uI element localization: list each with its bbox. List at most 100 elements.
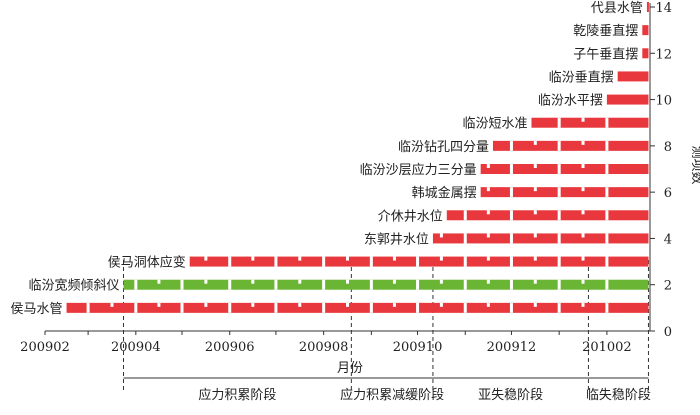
bar-gap (509, 140, 513, 151)
bar-body (642, 25, 649, 36)
bar-label: 乾陵垂直摆 (573, 24, 638, 39)
y-tick-label: 0 (664, 325, 672, 340)
bar-gap (416, 256, 420, 267)
bar-gap (180, 302, 184, 313)
bar-gap (509, 210, 513, 221)
bar-notch (581, 233, 585, 238)
bar-notch (298, 302, 302, 307)
bar-gap (180, 279, 184, 290)
bar-notch (486, 302, 490, 307)
bar-gap (228, 279, 232, 290)
bar-notch (581, 279, 585, 284)
bar-body (480, 164, 649, 174)
bar (480, 187, 649, 198)
bar-label: 东郭井水位 (364, 231, 429, 247)
bar-notch (298, 279, 302, 284)
bar-notch (346, 279, 349, 284)
bar-notch (439, 279, 443, 284)
bar (531, 117, 649, 128)
bar-gap (322, 302, 326, 313)
bar-gap (274, 302, 278, 313)
bar-notch (533, 256, 537, 261)
bar-gap (605, 256, 609, 267)
bar-gap (416, 279, 420, 290)
bar-gap (463, 302, 467, 313)
axes-layer: 200902 200904 200906 200908 200910 200912 2010… (20, 1, 672, 355)
bar-body (432, 233, 649, 244)
bar-notch (533, 187, 537, 192)
x-tick-label: 200902 (20, 340, 70, 355)
bar-notch (486, 187, 490, 192)
bar-gap (557, 256, 561, 267)
bar-body (66, 302, 649, 313)
bar-notch (486, 279, 490, 284)
bar-gap (416, 302, 420, 313)
y-tick-label: 8 (664, 140, 672, 155)
bar-notch (486, 164, 490, 168)
bar-notch (486, 256, 490, 261)
bar-label: 临汾垂直摆 (549, 70, 614, 85)
bar-notch (439, 256, 443, 261)
bar-body (492, 140, 649, 151)
bar-notch (346, 302, 349, 307)
bar-gap (509, 279, 513, 290)
stage-label: 亚失稳阶段 (478, 387, 543, 403)
bar (606, 94, 649, 105)
bar-notch (581, 140, 585, 145)
x-tick-label: 200912 (487, 340, 537, 355)
bar-notch (204, 256, 208, 261)
bar-notch (157, 279, 161, 284)
bar-gap (509, 256, 513, 267)
bar-body (617, 71, 649, 82)
y-tick-label: 4 (664, 232, 672, 247)
bar-gap (557, 117, 561, 128)
bar-gap (134, 302, 138, 313)
bar-notch (251, 302, 255, 307)
bar-body (123, 279, 649, 290)
bar-gap (86, 302, 90, 313)
bar (189, 256, 649, 267)
bar-gap (557, 164, 561, 174)
bar (646, 2, 649, 12)
bars-layer (66, 2, 649, 313)
bar-body (642, 48, 649, 59)
bar-notch (298, 256, 302, 261)
bar-notch (581, 187, 585, 192)
x-tick-label: 201002 (582, 340, 632, 355)
bar-gap (605, 302, 609, 313)
bar-label: 临汾沙层应力三分量 (360, 162, 477, 178)
bar-notch (581, 256, 585, 261)
bar-gap (463, 210, 467, 221)
bar-gap (509, 302, 513, 313)
stage-label: 应力积累减缓阶段 (340, 387, 444, 403)
bar-gap (509, 164, 513, 174)
bar-gap (463, 279, 467, 290)
bar-notch (533, 302, 537, 307)
bar-body (646, 2, 649, 12)
bar-gap (322, 279, 326, 290)
bar-gap (369, 302, 373, 313)
bar (123, 279, 649, 290)
bar-label: 侯马洞体应变 (108, 255, 186, 271)
bar-notch (533, 164, 537, 168)
bar-gap (605, 233, 609, 244)
bar-body (531, 117, 649, 128)
bar-label: 临汾短水准 (462, 117, 527, 132)
bar-gap (557, 140, 561, 151)
bar (66, 302, 649, 313)
y-tick-label: 2 (664, 279, 672, 294)
bar-gap (605, 279, 609, 290)
bar-label: 介休井水位 (378, 209, 443, 224)
y-tick-label: 10 (655, 94, 672, 109)
bar-label: 临汾宽频倾斜仪 (28, 278, 119, 294)
bar-notch (439, 302, 443, 307)
stage-label: 临失稳阶段 (586, 387, 651, 403)
bar-notch (486, 233, 490, 238)
x-tick-label: 200910 (393, 340, 443, 355)
bar-label: 子午垂直摆 (573, 47, 638, 62)
x-tick-label: 200906 (205, 340, 255, 355)
bar-label: 临汾钻孔四分量 (398, 140, 489, 155)
bar-notch (533, 233, 537, 238)
y-tick-label: 14 (655, 1, 672, 16)
bar-gap (228, 302, 232, 313)
